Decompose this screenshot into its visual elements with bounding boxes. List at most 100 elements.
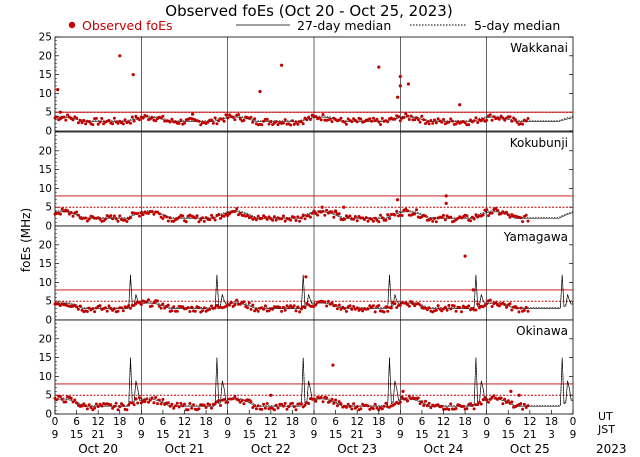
observed-point: [161, 302, 165, 306]
observed-point: [246, 306, 249, 310]
observed-point: [267, 122, 271, 126]
observed-point: [524, 119, 528, 123]
observed-point: [174, 404, 177, 408]
observed-point: [165, 215, 168, 219]
observed-point: [393, 213, 397, 217]
observed-point: [321, 113, 325, 116]
ut-tick-label: 6: [505, 416, 512, 428]
observed-point: [249, 215, 253, 219]
observed-point: [120, 306, 123, 310]
observed-point: [199, 218, 203, 222]
observed-outlier: [331, 363, 335, 367]
observed-point: [75, 116, 79, 120]
observed-point: [274, 218, 278, 222]
jst-tick-label: 9: [397, 429, 404, 441]
observed-point: [487, 214, 490, 218]
observed-point: [292, 405, 296, 409]
jst-tick-label: 15: [329, 429, 342, 441]
observed-point: [281, 214, 285, 218]
observed-point: [325, 208, 329, 212]
observed-point: [222, 119, 226, 123]
observed-point: [60, 397, 64, 401]
jst-tick-label: 15: [502, 429, 515, 441]
ut-tick-label: 12: [523, 416, 536, 428]
observed-point: [344, 122, 348, 126]
y-tick-label: 10: [39, 183, 52, 195]
observed-point: [373, 216, 377, 220]
observed-point: [422, 118, 426, 122]
observed-point: [283, 308, 287, 312]
observed-point: [168, 216, 172, 220]
observed-point: [296, 305, 300, 309]
observed-point: [312, 209, 316, 213]
observed-point: [156, 299, 159, 303]
observed-point: [330, 120, 334, 124]
station-name: Yamagawa: [503, 230, 568, 244]
observed-point: [249, 115, 253, 119]
observed-point: [501, 116, 505, 120]
jst-tick-label: 3: [548, 429, 555, 441]
observed-point: [201, 216, 204, 220]
observed-point: [71, 214, 75, 218]
ut-label: UT: [598, 410, 613, 423]
observed-point: [397, 115, 400, 118]
observed-point: [409, 300, 413, 303]
observed-point: [281, 305, 285, 309]
y-tick-label: 20: [39, 239, 52, 251]
observed-point: [526, 404, 530, 408]
observed-point: [485, 302, 489, 306]
ut-tick-label: 18: [372, 416, 385, 428]
observed-point: [271, 218, 275, 222]
observed-point: [228, 212, 231, 216]
observed-point: [434, 308, 438, 312]
observed-point: [305, 118, 309, 122]
observed-point: [427, 306, 431, 310]
observed-point: [452, 304, 456, 308]
jst-tick-label: 3: [289, 429, 296, 441]
observed-point: [281, 121, 285, 125]
observed-outlier: [398, 84, 402, 88]
observed-point: [94, 116, 98, 120]
observed-point: [260, 123, 264, 127]
observed-point: [96, 405, 100, 409]
observed-point: [424, 214, 427, 218]
observed-point: [352, 305, 356, 308]
observed-point: [84, 404, 88, 408]
day-label: Oct 21: [165, 442, 205, 456]
observed-point: [337, 118, 341, 122]
observed-point: [127, 304, 131, 307]
observed-point: [66, 113, 70, 117]
observed-point: [522, 308, 526, 312]
observed-point: [242, 402, 246, 406]
y-tick-label: 15: [39, 258, 52, 270]
observed-point: [116, 408, 120, 412]
observed-point: [193, 309, 197, 313]
observed-point: [163, 306, 167, 310]
observed-point: [213, 218, 217, 222]
observed-point: [183, 121, 186, 125]
observed-point: [224, 113, 228, 117]
observed-point: [125, 220, 129, 223]
observed-outlier: [191, 112, 195, 116]
observed-point: [80, 404, 84, 408]
observed-point: [179, 401, 183, 405]
observed-point: [350, 307, 354, 311]
observed-point: [499, 396, 503, 400]
observed-point: [114, 217, 118, 221]
observed-point: [314, 115, 318, 118]
observed-point: [111, 406, 115, 410]
observed-outlier: [134, 397, 138, 401]
observed-point: [388, 217, 391, 220]
observed-point: [109, 214, 113, 218]
observed-point: [299, 402, 303, 406]
jst-tick-label: 15: [70, 429, 83, 441]
y-tick-label: 10: [39, 277, 52, 289]
observed-point: [208, 218, 212, 222]
observed-point: [256, 309, 260, 313]
observed-point: [157, 398, 161, 402]
observed-point: [429, 406, 433, 410]
observed-point: [208, 307, 212, 311]
observed-point: [100, 117, 104, 120]
observed-point: [64, 118, 68, 122]
